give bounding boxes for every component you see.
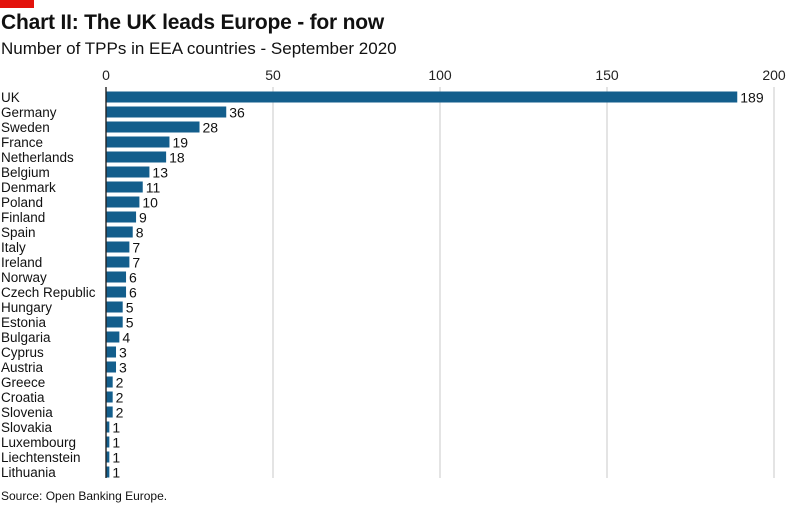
category-label-luxembourg: Luxembourg [1, 435, 76, 450]
bar-belgium [106, 166, 150, 178]
value-label-czech-republic: 6 [129, 285, 137, 301]
value-label-norway: 6 [129, 270, 137, 286]
value-label-italy: 7 [132, 240, 140, 256]
value-label-bulgaria: 4 [122, 330, 130, 346]
bar-liechtenstein [106, 451, 110, 463]
value-label-uk: 189 [740, 90, 764, 106]
value-label-lithuania: 1 [112, 465, 120, 481]
bar-cyprus [106, 346, 117, 358]
category-label-germany: Germany [1, 105, 57, 120]
source-note: Source: Open Banking Europe. [1, 489, 168, 503]
bar-poland [106, 196, 140, 208]
value-label-austria: 3 [119, 360, 127, 376]
category-label-italy: Italy [1, 240, 26, 255]
bar-italy [106, 241, 130, 253]
value-label-france: 19 [172, 135, 188, 151]
category-label-poland: Poland [1, 195, 43, 210]
bar-slovenia [106, 406, 113, 418]
category-label-belgium: Belgium [1, 165, 50, 180]
value-label-germany: 36 [229, 105, 245, 121]
bar-chart: 0 50 100 150 200 UKGermanySwedenFranceNether… [1, 67, 786, 481]
bar-greece [106, 376, 113, 388]
category-labels: UKGermanySwedenFranceNetherlandsBelgiumD… [1, 90, 96, 480]
bar-germany [106, 106, 227, 118]
value-label-luxembourg: 1 [112, 435, 120, 451]
value-label-ireland: 7 [132, 255, 140, 271]
bar-estonia [106, 316, 123, 328]
value-label-slovenia: 2 [116, 405, 124, 421]
bar-netherlands [106, 151, 167, 163]
value-label-croatia: 2 [116, 390, 124, 406]
category-label-estonia: Estonia [1, 315, 47, 330]
x-tick-label-50: 50 [265, 67, 281, 83]
x-tick-label-0: 0 [102, 67, 110, 83]
category-label-netherlands: Netherlands [1, 150, 74, 165]
category-label-sweden: Sweden [1, 120, 50, 135]
value-label-liechtenstein: 1 [112, 450, 120, 466]
value-label-estonia: 5 [126, 315, 134, 331]
value-label-finland: 9 [139, 210, 147, 226]
category-label-bulgaria: Bulgaria [1, 330, 51, 345]
value-label-cyprus: 3 [119, 345, 127, 361]
x-axis-ticks: 0 50 100 150 200 [102, 67, 786, 83]
value-label-netherlands: 18 [169, 150, 185, 166]
category-label-denmark: Denmark [1, 180, 56, 195]
category-label-croatia: Croatia [1, 390, 45, 405]
bar-spain [106, 226, 133, 238]
category-label-spain: Spain [1, 225, 36, 240]
category-label-uk: UK [1, 90, 20, 105]
category-label-ireland: Ireland [1, 255, 42, 270]
bar-finland [106, 211, 137, 223]
x-tick-label-200: 200 [762, 67, 786, 83]
bar-slovakia [106, 421, 110, 433]
chart-subtitle: Number of TPPs in EEA countries - Septem… [1, 39, 397, 58]
x-tick-label-150: 150 [595, 67, 619, 83]
bar-norway [106, 271, 127, 283]
bar-luxembourg [106, 436, 110, 448]
category-label-lithuania: Lithuania [1, 465, 56, 480]
bar-czech-republic [106, 286, 127, 298]
category-label-slovakia: Slovakia [1, 420, 53, 435]
value-label-hungary: 5 [126, 300, 134, 316]
x-tick-label-100: 100 [428, 67, 452, 83]
value-label-greece: 2 [116, 375, 124, 391]
category-label-norway: Norway [1, 270, 47, 285]
value-label-poland: 10 [142, 195, 158, 211]
value-label-spain: 8 [136, 225, 144, 241]
category-label-finland: Finland [1, 210, 45, 225]
bar-uk [106, 91, 738, 103]
gridlines [272, 87, 775, 478]
category-label-slovenia: Slovenia [1, 405, 53, 420]
bars [106, 91, 738, 478]
category-label-cyprus: Cyprus [1, 345, 44, 360]
value-label-denmark: 11 [146, 180, 161, 196]
bar-austria [106, 361, 117, 373]
chart-title: Chart II: The UK leads Europe - for now [1, 11, 385, 34]
category-label-austria: Austria [1, 360, 44, 375]
bar-bulgaria [106, 331, 120, 343]
brand-red-tab [0, 0, 34, 8]
value-label-belgium: 13 [152, 165, 168, 181]
bar-lithuania [106, 466, 110, 478]
bar-croatia [106, 391, 113, 403]
category-label-greece: Greece [1, 375, 45, 390]
bar-ireland [106, 256, 130, 268]
bar-sweden [106, 121, 200, 133]
category-label-liechtenstein: Liechtenstein [1, 450, 81, 465]
category-label-hungary: Hungary [1, 300, 52, 315]
bar-hungary [106, 301, 123, 313]
category-label-france: France [1, 135, 43, 150]
category-label-czech-republic: Czech Republic [1, 285, 96, 300]
bar-france [106, 136, 170, 148]
bar-denmark [106, 181, 143, 193]
value-label-slovakia: 1 [112, 420, 120, 436]
value-label-sweden: 28 [203, 120, 219, 136]
